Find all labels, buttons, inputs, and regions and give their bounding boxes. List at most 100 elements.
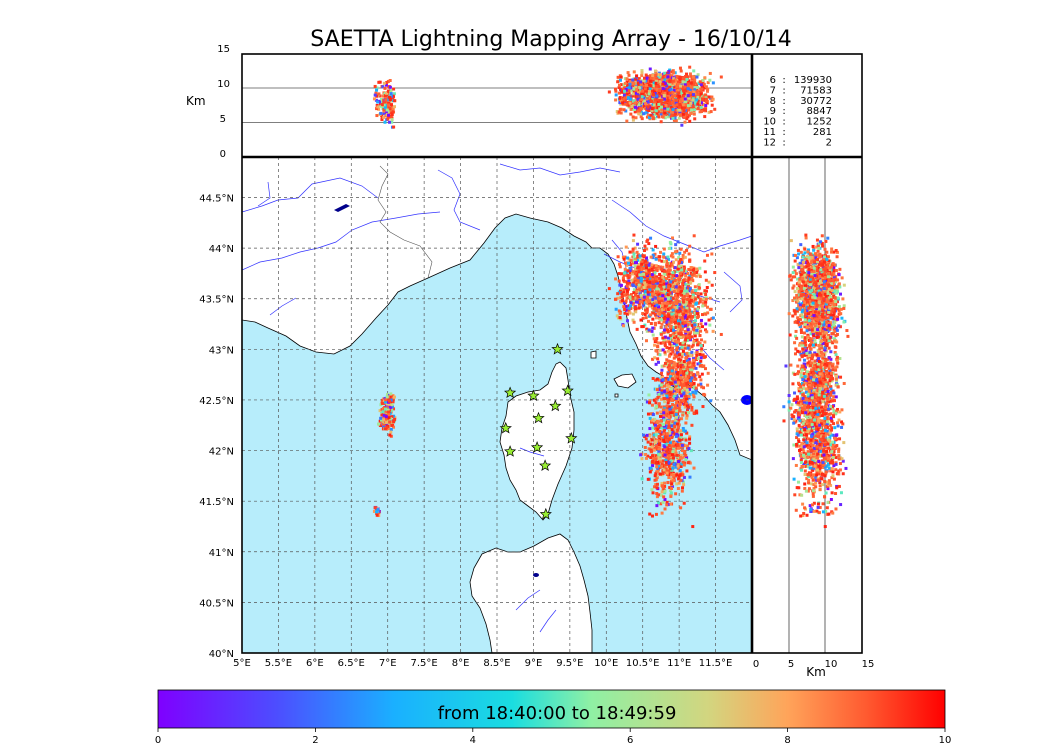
lightning-source: [388, 420, 392, 424]
rivers: [242, 163, 752, 633]
lightning-source: [390, 405, 394, 409]
lightning-source: [636, 242, 640, 246]
lightning-source: [660, 397, 664, 401]
lightning-source: [711, 81, 715, 85]
lightning-source: [667, 310, 671, 314]
lightning-source: [631, 283, 635, 287]
lightning-source: [651, 326, 655, 330]
lightning-source: [640, 285, 644, 289]
lightning-source: [631, 92, 635, 96]
lightning-source: [696, 353, 700, 357]
lightning-source: [670, 318, 674, 322]
lightning-source: [659, 87, 663, 91]
lightning-source: [388, 405, 392, 409]
lightning-source: [695, 274, 699, 278]
lightning-source: [634, 77, 638, 81]
lightning-source: [624, 88, 628, 92]
lightning-source: [660, 77, 664, 81]
lightning-source: [687, 372, 691, 376]
lightning-source: [630, 105, 634, 109]
lightning-source: [682, 367, 686, 371]
lightning-source: [622, 288, 626, 292]
count-value: 30772: [800, 96, 832, 107]
lightning-source: [661, 277, 665, 281]
lightning-source: [640, 71, 644, 75]
lightning-source: [643, 274, 647, 278]
lightning-source: [659, 120, 663, 124]
lightning-source: [631, 94, 635, 98]
lightning-source: [391, 96, 395, 100]
lightning-source: [645, 115, 649, 119]
lightning-source: [693, 311, 697, 315]
lightning-source: [694, 101, 698, 105]
lightning-source: [376, 508, 380, 512]
lightning-source: [651, 292, 655, 296]
lightning-source: [623, 271, 627, 275]
lightning-source: [693, 268, 697, 272]
lightning-source: [380, 103, 384, 107]
lightning-source: [678, 78, 682, 82]
lightning-source: [382, 413, 386, 417]
lightning-source: [695, 90, 699, 94]
lightning-source: [373, 84, 377, 88]
lightning-source: [689, 381, 693, 385]
lightning-source: [703, 259, 707, 263]
lightning-source: [688, 274, 692, 278]
lightning-source: [386, 393, 390, 397]
lightning-source: [670, 110, 674, 114]
lightning-source: [632, 82, 636, 86]
lightning-source: [656, 72, 660, 76]
lightning-source: [671, 344, 675, 348]
lightning-source: [391, 106, 395, 110]
lightning-source: [644, 89, 648, 93]
lightning-source: [639, 293, 643, 297]
lightning-source: [648, 299, 652, 303]
lightning-source: [704, 93, 708, 97]
lightning-source: [698, 375, 702, 379]
lightning-source: [677, 265, 681, 269]
lightning-source: [629, 86, 633, 90]
lightning-source: [616, 296, 620, 300]
lightning-source: [683, 99, 687, 103]
lightning-source: [635, 282, 639, 286]
lightning-source: [685, 367, 689, 371]
lightning-source: [687, 96, 691, 100]
lightning-source: [654, 316, 658, 320]
lightning-source: [692, 82, 696, 86]
lightning-source: [386, 408, 390, 412]
lightning-source: [692, 102, 696, 106]
lightning-source: [654, 406, 658, 410]
lightning-source: [669, 301, 673, 305]
lightning-source: [643, 87, 647, 91]
lightning-source: [614, 98, 618, 102]
lightning-source: [673, 109, 677, 113]
lightning-source: [689, 81, 693, 85]
lightning-source: [646, 292, 650, 296]
lightning-source: [676, 86, 680, 90]
lightning-source: [690, 108, 694, 112]
lightning-source: [688, 392, 692, 396]
lightning-source: [617, 91, 621, 95]
lightning-source: [388, 411, 392, 415]
lightning-source: [392, 395, 396, 399]
lightning-source: [629, 89, 633, 93]
lightning-source: [644, 309, 648, 313]
lightning-source: [690, 90, 694, 94]
lightning-source: [650, 303, 654, 307]
lightning-source: [633, 267, 637, 271]
lightning-source: [706, 87, 710, 91]
lightning-source: [644, 73, 648, 77]
lightning-source: [626, 274, 630, 278]
lightning-source: [632, 108, 636, 112]
lightning-source: [663, 352, 667, 356]
lightning-source: [393, 416, 397, 420]
lightning-source: [689, 99, 693, 103]
lightning-source: [628, 311, 632, 315]
lightning-source: [635, 274, 639, 278]
lightning-source: [678, 266, 682, 270]
lightning-source: [699, 87, 703, 91]
lightning-source: [653, 356, 657, 360]
lightning-source: [381, 406, 385, 410]
lightning-source: [640, 262, 644, 266]
lightning-source: [693, 307, 697, 311]
